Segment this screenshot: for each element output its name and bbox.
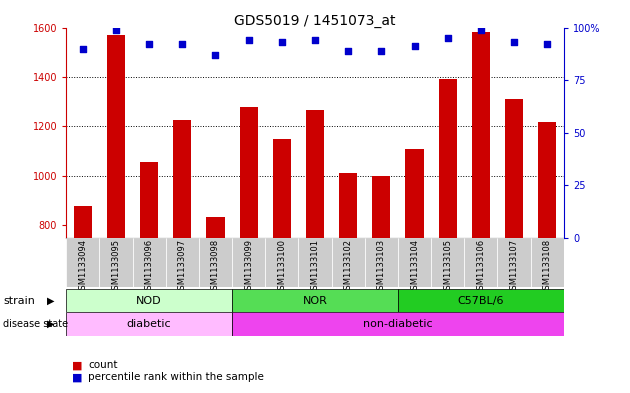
- Bar: [273, 139, 291, 238]
- Bar: [331, 238, 365, 287]
- Bar: [265, 238, 299, 287]
- Text: non-diabetic: non-diabetic: [363, 319, 433, 329]
- Point: [77, 45, 88, 51]
- Bar: [306, 110, 324, 238]
- Point: [310, 37, 320, 43]
- Bar: [538, 121, 556, 238]
- Text: ▶: ▶: [47, 296, 54, 306]
- Bar: [173, 120, 192, 238]
- Bar: [239, 107, 258, 238]
- Point: [343, 48, 353, 54]
- Text: GSM1133098: GSM1133098: [211, 239, 220, 296]
- Bar: [339, 173, 357, 238]
- Point: [210, 52, 220, 58]
- Bar: [232, 238, 265, 287]
- Text: GSM1133099: GSM1133099: [244, 239, 253, 295]
- Text: diabetic: diabetic: [127, 319, 171, 329]
- Text: C57BL/6: C57BL/6: [457, 296, 504, 306]
- Bar: [166, 238, 199, 287]
- Bar: [530, 238, 564, 287]
- Text: GSM1133107: GSM1133107: [510, 239, 518, 296]
- Point: [111, 26, 121, 33]
- Text: ▶: ▶: [47, 319, 54, 329]
- Bar: [498, 238, 530, 287]
- Point: [410, 43, 420, 50]
- Bar: [398, 289, 564, 312]
- Text: GSM1133106: GSM1133106: [476, 239, 485, 296]
- Text: NOR: NOR: [302, 296, 328, 306]
- Bar: [232, 312, 564, 336]
- Bar: [140, 162, 158, 238]
- Text: disease state: disease state: [3, 319, 68, 329]
- Text: GSM1133096: GSM1133096: [145, 239, 154, 296]
- Point: [509, 39, 519, 45]
- Point: [376, 48, 386, 54]
- Text: GSM1133101: GSM1133101: [311, 239, 319, 295]
- Bar: [438, 79, 457, 238]
- Bar: [199, 238, 232, 287]
- Point: [443, 35, 453, 41]
- Bar: [472, 33, 490, 238]
- Text: GSM1133103: GSM1133103: [377, 239, 386, 296]
- Text: NOD: NOD: [136, 296, 162, 306]
- Text: GSM1133097: GSM1133097: [178, 239, 186, 296]
- Text: GDS5019 / 1451073_at: GDS5019 / 1451073_at: [234, 14, 396, 28]
- Point: [177, 41, 187, 48]
- Bar: [66, 312, 232, 336]
- Bar: [431, 238, 464, 287]
- Text: GSM1133108: GSM1133108: [543, 239, 552, 296]
- Bar: [66, 289, 232, 312]
- Bar: [299, 238, 331, 287]
- Bar: [100, 238, 132, 287]
- Text: GSM1133095: GSM1133095: [112, 239, 120, 295]
- Bar: [232, 289, 398, 312]
- Text: GSM1133102: GSM1133102: [344, 239, 353, 295]
- Text: ■: ■: [72, 372, 83, 382]
- Text: strain: strain: [3, 296, 35, 306]
- Bar: [66, 238, 100, 287]
- Point: [144, 41, 154, 48]
- Bar: [406, 149, 423, 238]
- Text: count: count: [88, 360, 118, 371]
- Bar: [132, 238, 166, 287]
- Point: [476, 26, 486, 33]
- Bar: [74, 206, 92, 238]
- Point: [244, 37, 254, 43]
- Bar: [207, 217, 224, 238]
- Bar: [365, 238, 398, 287]
- Text: percentile rank within the sample: percentile rank within the sample: [88, 372, 264, 382]
- Bar: [505, 99, 523, 238]
- Bar: [372, 176, 391, 238]
- Text: GSM1133105: GSM1133105: [444, 239, 452, 295]
- Text: GSM1133100: GSM1133100: [277, 239, 286, 295]
- Bar: [398, 238, 431, 287]
- Point: [542, 41, 553, 48]
- Text: GSM1133104: GSM1133104: [410, 239, 419, 295]
- Bar: [464, 238, 498, 287]
- Text: ■: ■: [72, 360, 83, 371]
- Bar: [107, 35, 125, 238]
- Point: [277, 39, 287, 45]
- Text: GSM1133094: GSM1133094: [78, 239, 87, 295]
